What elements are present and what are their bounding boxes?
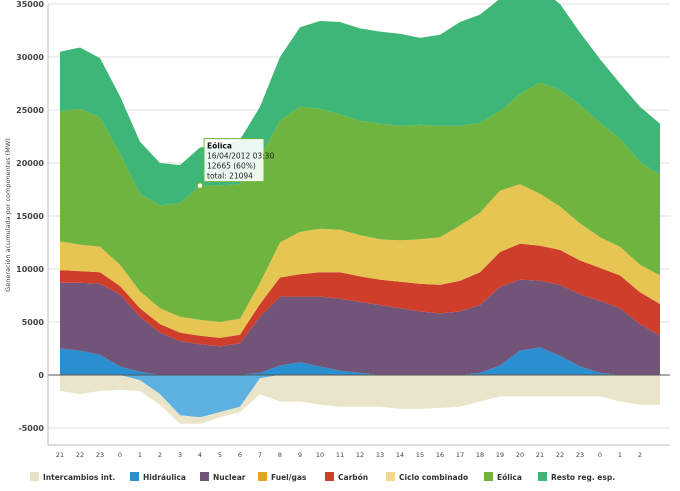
x-tick-label: 22 bbox=[76, 451, 84, 459]
legend-swatch bbox=[30, 472, 39, 481]
area-carb-n bbox=[60, 243, 660, 347]
legend-swatch bbox=[200, 472, 209, 481]
area-hidr-ulica bbox=[60, 347, 660, 375]
legend-swatch bbox=[258, 472, 267, 481]
negative-area-intercambios-int- bbox=[60, 375, 660, 424]
x-tick-label: 1 bbox=[138, 451, 142, 459]
x-axis: 21 22 23 0 1 2 3 4 5 6 7 8 9 10 11 12 13 14 15 16 17 18 19 20 21… bbox=[48, 444, 670, 459]
x-tick-label: 11 bbox=[336, 451, 344, 459]
x-tick-label: 22 bbox=[556, 451, 564, 459]
y-axis: -5000 0 5000 10000 15000 20000 25000 30000 35000 bbox=[16, 0, 49, 445]
x-tick-label: 13 bbox=[376, 451, 384, 459]
x-tick-label: 2 bbox=[158, 451, 162, 459]
tooltip-value: 12665 (60%) bbox=[207, 162, 256, 171]
x-tick-label: 1 bbox=[618, 451, 622, 459]
legend-label: Hidráulica bbox=[143, 473, 186, 482]
tooltip-title: Eólica bbox=[207, 142, 232, 151]
x-tick-label: 9 bbox=[298, 451, 302, 459]
legend-label: Resto reg. esp. bbox=[551, 473, 615, 482]
y-tick-label: 10000 bbox=[16, 265, 44, 274]
area-e-lica bbox=[60, 82, 660, 323]
area-nuclear bbox=[60, 279, 660, 375]
x-tick-label: 20 bbox=[516, 451, 524, 459]
x-tick-label: 23 bbox=[96, 451, 104, 459]
legend-label: Intercambios int. bbox=[43, 473, 115, 482]
legend-label: Carbón bbox=[338, 473, 368, 482]
legend-swatch bbox=[386, 472, 395, 481]
x-tick-label: 21 bbox=[56, 451, 64, 459]
y-tick-label: 20000 bbox=[16, 159, 44, 168]
x-tick-label: 3 bbox=[178, 451, 182, 459]
y-tick-label: 25000 bbox=[16, 106, 44, 115]
legend-label: Eólica bbox=[497, 473, 522, 482]
tooltip-total: total: 21094 bbox=[207, 172, 253, 181]
x-tick-label: 23 bbox=[576, 451, 584, 459]
y-tick-label: 0 bbox=[38, 371, 44, 380]
x-tick-label: 5 bbox=[218, 451, 222, 459]
x-tick-label: 16 bbox=[436, 451, 444, 459]
legend: Intercambios int. Hidráulica Nuclear Fuel/g… bbox=[30, 472, 615, 482]
legend-swatch bbox=[484, 472, 493, 481]
tooltip-box bbox=[203, 138, 265, 183]
x-tick-label: 21 bbox=[536, 451, 544, 459]
legend-label: Ciclo combinado bbox=[399, 473, 468, 482]
legend-swatch bbox=[130, 472, 139, 481]
legend-swatch bbox=[538, 472, 547, 481]
x-tick-label: 0 bbox=[598, 451, 602, 459]
tooltip-datetime: 16/04/2012 03:30 bbox=[207, 152, 274, 161]
y-tick-label: -5000 bbox=[18, 424, 44, 433]
legend-label: Nuclear bbox=[213, 473, 246, 482]
x-tick-label: 17 bbox=[456, 451, 464, 459]
y-tick-label: 30000 bbox=[16, 53, 44, 62]
x-tick-label: 10 bbox=[316, 451, 324, 459]
x-tick-label: 14 bbox=[396, 451, 404, 459]
x-tick-label: 6 bbox=[238, 451, 242, 459]
x-tick-label: 12 bbox=[356, 451, 364, 459]
y-tick-label: 35000 bbox=[16, 0, 44, 9]
x-tick-label: 4 bbox=[198, 451, 202, 459]
y-tick-label: 5000 bbox=[22, 318, 45, 327]
area-ciclo-combinado bbox=[60, 184, 660, 338]
y-tick-label: 15000 bbox=[16, 212, 44, 221]
x-tick-label: 0 bbox=[118, 451, 122, 459]
legend-swatch bbox=[325, 472, 334, 481]
x-tick-label: 8 bbox=[278, 451, 282, 459]
x-tick-label: 15 bbox=[416, 451, 424, 459]
x-tick-label: 19 bbox=[496, 451, 504, 459]
area-series bbox=[60, 0, 660, 424]
x-tick-label: 2 bbox=[638, 451, 642, 459]
tooltip-marker bbox=[196, 181, 204, 190]
y-axis-label: Generación acumulada por componentes (MW… bbox=[4, 138, 12, 292]
negative-area-hidr-ulica bbox=[60, 375, 660, 418]
x-tick-label: 18 bbox=[476, 451, 484, 459]
x-tick-label: 7 bbox=[258, 451, 262, 459]
legend-label: Fuel/gas bbox=[271, 473, 307, 482]
